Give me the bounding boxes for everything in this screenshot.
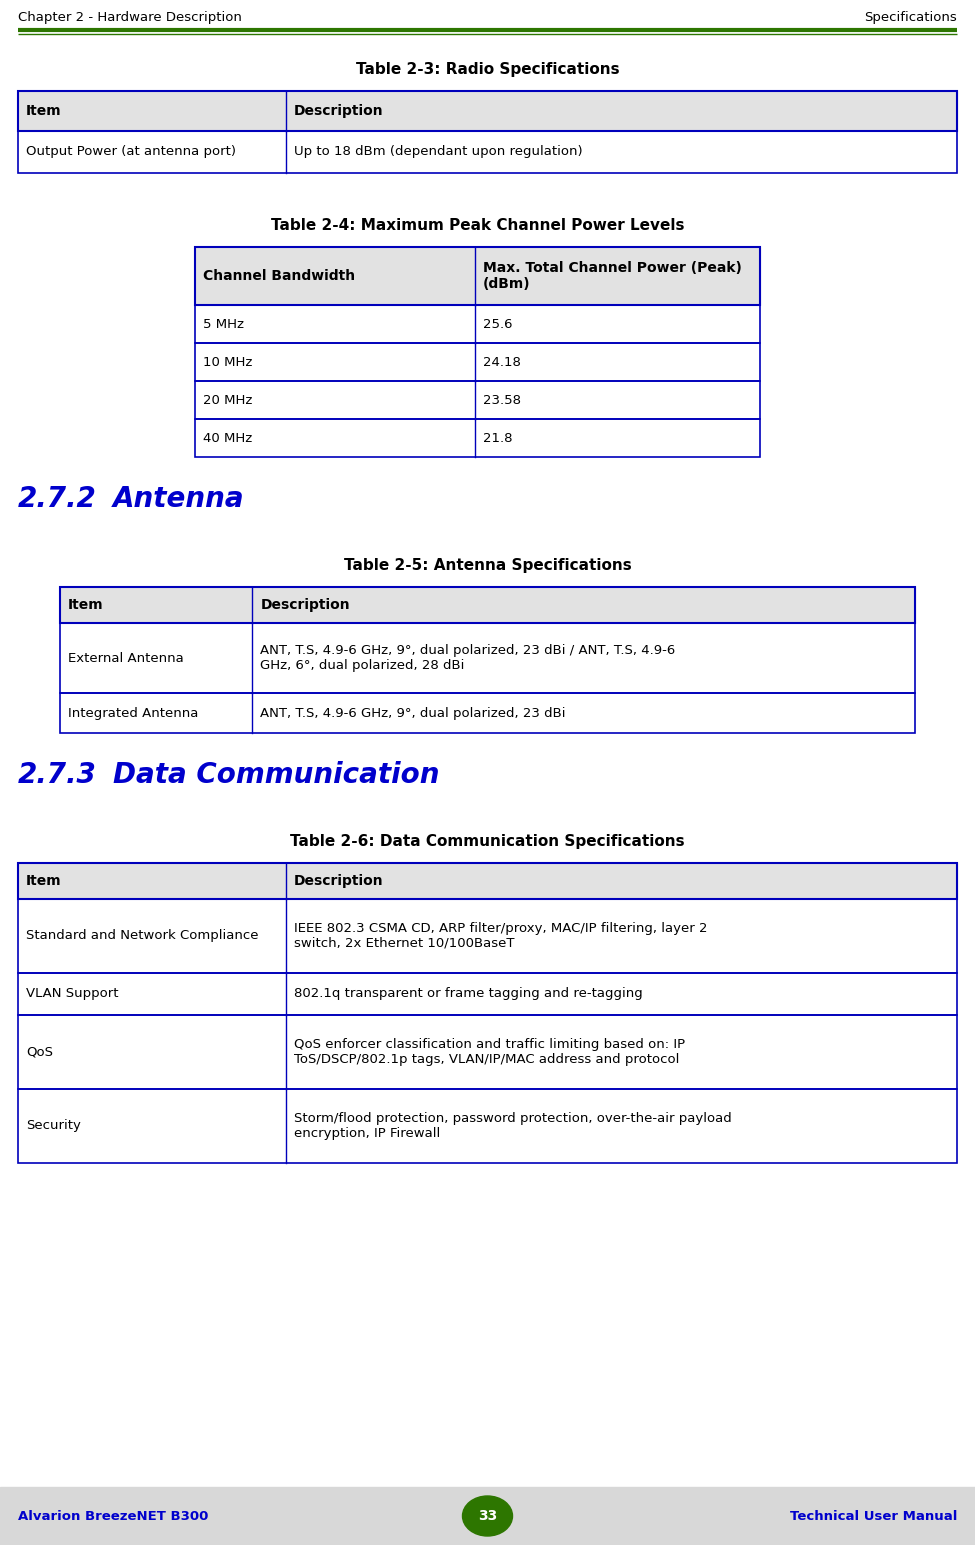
Text: QoS enforcer classification and traffic limiting based on: IP
ToS/DSCP/802.1p ta: QoS enforcer classification and traffic … — [293, 1038, 684, 1066]
Text: Output Power (at antenna port): Output Power (at antenna port) — [26, 145, 236, 159]
Bar — [18, 1015, 957, 1089]
Text: Item: Item — [68, 598, 103, 612]
Bar — [18, 864, 957, 899]
Bar — [18, 899, 957, 973]
Text: Table 2-6: Data Communication Specifications: Table 2-6: Data Communication Specificat… — [291, 834, 684, 850]
Text: Integrated Antenna: Integrated Antenna — [68, 706, 198, 720]
Text: Table 2-5: Antenna Specifications: Table 2-5: Antenna Specifications — [343, 558, 632, 573]
Bar — [195, 304, 760, 343]
Text: 25.6: 25.6 — [483, 318, 512, 331]
Bar — [18, 899, 957, 973]
Text: 23.58: 23.58 — [483, 394, 521, 406]
Text: IEEE 802.3 CSMA CD, ARP filter/proxy, MAC/IP filtering, layer 2
switch, 2x Ether: IEEE 802.3 CSMA CD, ARP filter/proxy, MA… — [293, 922, 707, 950]
Bar — [60, 587, 915, 623]
Text: Specifications: Specifications — [864, 11, 957, 25]
Text: Table 2-3: Radio Specifications: Table 2-3: Radio Specifications — [356, 62, 619, 77]
Text: Max. Total Channel Power (Peak)
(dBm): Max. Total Channel Power (Peak) (dBm) — [483, 261, 742, 290]
Text: Description: Description — [293, 104, 383, 117]
Text: Channel Bandwidth: Channel Bandwidth — [203, 269, 355, 283]
Text: Security: Security — [26, 1120, 81, 1132]
Text: Alvarion BreezeNET B300: Alvarion BreezeNET B300 — [18, 1509, 209, 1522]
Text: 802.1q transparent or frame tagging and re-tagging: 802.1q transparent or frame tagging and … — [293, 987, 643, 1001]
Text: Standard and Network Compliance: Standard and Network Compliance — [26, 930, 258, 942]
Bar — [18, 864, 957, 899]
Bar — [195, 304, 760, 343]
Text: Table 2-4: Maximum Peak Channel Power Levels: Table 2-4: Maximum Peak Channel Power Le… — [271, 218, 684, 233]
Text: Storm/flood protection, password protection, over-the-air payload
encryption, IP: Storm/flood protection, password protect… — [293, 1112, 731, 1140]
Text: Up to 18 dBm (dependant upon regulation): Up to 18 dBm (dependant upon regulation) — [293, 145, 582, 159]
Text: 2.7.2: 2.7.2 — [18, 485, 97, 513]
Bar — [60, 694, 915, 732]
Text: Description: Description — [260, 598, 350, 612]
Text: 40 MHz: 40 MHz — [203, 431, 253, 445]
Text: 10 MHz: 10 MHz — [203, 355, 253, 369]
Bar — [60, 587, 915, 623]
Bar — [18, 1015, 957, 1089]
Bar — [18, 973, 957, 1015]
Ellipse shape — [462, 1496, 513, 1536]
Bar — [195, 419, 760, 457]
Text: Chapter 2 - Hardware Description: Chapter 2 - Hardware Description — [18, 11, 242, 25]
Text: VLAN Support: VLAN Support — [26, 987, 119, 1001]
Bar — [0, 1486, 975, 1545]
Text: QoS: QoS — [26, 1046, 53, 1058]
Text: 20 MHz: 20 MHz — [203, 394, 253, 406]
Text: Technical User Manual: Technical User Manual — [790, 1509, 957, 1522]
Bar — [60, 623, 915, 694]
Text: Data Communication: Data Communication — [113, 762, 440, 789]
Bar — [195, 247, 760, 304]
Text: 2.7.3: 2.7.3 — [18, 762, 97, 789]
Bar — [195, 247, 760, 304]
Bar — [195, 382, 760, 419]
Bar — [60, 694, 915, 732]
Text: Item: Item — [26, 104, 61, 117]
Bar — [195, 343, 760, 382]
Text: External Antenna: External Antenna — [68, 652, 183, 664]
Bar — [60, 623, 915, 694]
Bar — [18, 91, 957, 131]
Bar — [18, 1089, 957, 1163]
Bar — [18, 131, 957, 173]
Text: ANT, T.S, 4.9-6 GHz, 9°, dual polarized, 23 dBi / ANT, T.S, 4.9-6
GHz, 6°, dual : ANT, T.S, 4.9-6 GHz, 9°, dual polarized,… — [260, 644, 676, 672]
Bar — [195, 343, 760, 382]
Text: Item: Item — [26, 874, 61, 888]
Text: ANT, T.S, 4.9-6 GHz, 9°, dual polarized, 23 dBi: ANT, T.S, 4.9-6 GHz, 9°, dual polarized,… — [260, 706, 566, 720]
Text: Description: Description — [293, 874, 383, 888]
Text: 24.18: 24.18 — [483, 355, 521, 369]
Bar — [195, 382, 760, 419]
Text: 21.8: 21.8 — [483, 431, 512, 445]
Bar — [18, 91, 957, 131]
Text: Antenna: Antenna — [113, 485, 245, 513]
Bar — [18, 131, 957, 173]
Bar — [18, 973, 957, 1015]
Bar — [18, 1089, 957, 1163]
Bar — [195, 419, 760, 457]
Text: 5 MHz: 5 MHz — [203, 318, 244, 331]
Text: 33: 33 — [478, 1509, 497, 1523]
